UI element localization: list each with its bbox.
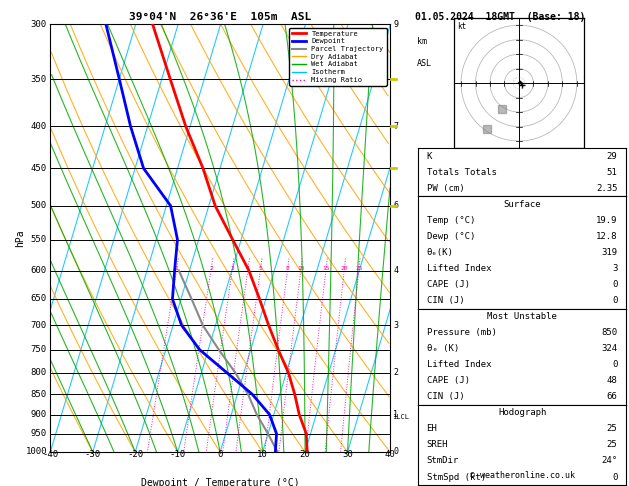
Text: 25: 25 [355, 265, 362, 271]
Text: 1LCL: 1LCL [392, 414, 409, 419]
Text: Dewpoint / Temperature (°C): Dewpoint / Temperature (°C) [141, 478, 299, 486]
Text: -10: -10 [170, 450, 186, 459]
Text: SREH: SREH [426, 440, 448, 450]
Text: CIN (J): CIN (J) [426, 392, 464, 401]
Text: 9: 9 [393, 20, 398, 29]
Text: Most Unstable: Most Unstable [487, 312, 557, 321]
Text: 0: 0 [612, 280, 618, 289]
Text: 500: 500 [31, 201, 47, 210]
Text: -20: -20 [127, 450, 143, 459]
Text: Totals Totals: Totals Totals [426, 168, 496, 177]
Text: Dewp (°C): Dewp (°C) [426, 232, 475, 241]
Text: 319: 319 [601, 248, 618, 257]
Text: 400: 400 [31, 122, 47, 131]
Text: CAPE (J): CAPE (J) [426, 376, 470, 385]
Text: 324: 324 [601, 344, 618, 353]
Text: 0: 0 [218, 450, 223, 459]
Legend: Temperature, Dewpoint, Parcel Trajectory, Dry Adiabat, Wet Adiabat, Isotherm, Mi: Temperature, Dewpoint, Parcel Trajectory… [289, 28, 386, 86]
Text: 1: 1 [175, 265, 179, 271]
Text: CIN (J): CIN (J) [426, 296, 464, 305]
Text: 8: 8 [286, 265, 289, 271]
Text: 5: 5 [259, 265, 262, 271]
Text: 01.05.2024  18GMT  (Base: 18): 01.05.2024 18GMT (Base: 18) [415, 12, 586, 22]
Text: Temp (°C): Temp (°C) [426, 216, 475, 225]
Text: CAPE (J): CAPE (J) [426, 280, 470, 289]
Text: 850: 850 [601, 328, 618, 337]
Text: 66: 66 [607, 392, 618, 401]
Title: 39°04'N  26°36'E  105m  ASL: 39°04'N 26°36'E 105m ASL [129, 12, 311, 22]
Text: 2: 2 [393, 368, 398, 377]
Text: 4: 4 [246, 265, 250, 271]
Text: 0: 0 [393, 448, 398, 456]
Text: Lifted Index: Lifted Index [426, 264, 491, 273]
Text: 800: 800 [31, 368, 47, 377]
Text: 2.35: 2.35 [596, 184, 618, 193]
Text: kt: kt [457, 22, 466, 31]
Text: 19.9: 19.9 [596, 216, 618, 225]
Text: 700: 700 [31, 321, 47, 330]
Text: 2: 2 [209, 265, 213, 271]
Text: 450: 450 [31, 164, 47, 173]
Text: PW (cm): PW (cm) [426, 184, 464, 193]
Text: 850: 850 [31, 390, 47, 399]
Text: 24°: 24° [601, 456, 618, 466]
Text: 350: 350 [31, 74, 47, 84]
Text: θₑ(K): θₑ(K) [426, 248, 454, 257]
Text: 20: 20 [340, 265, 348, 271]
Text: Surface: Surface [503, 200, 541, 209]
Text: 20: 20 [299, 450, 311, 459]
Text: 7: 7 [393, 122, 398, 131]
Text: 1: 1 [393, 410, 398, 419]
Text: 0: 0 [612, 296, 618, 305]
Text: StmSpd (kt): StmSpd (kt) [426, 472, 486, 482]
Text: 1000: 1000 [25, 448, 47, 456]
Text: ASL: ASL [417, 58, 432, 68]
Text: 0: 0 [612, 472, 618, 482]
Text: 300: 300 [31, 20, 47, 29]
Text: 950: 950 [31, 429, 47, 438]
Text: 30: 30 [342, 450, 353, 459]
Text: -30: -30 [85, 450, 101, 459]
Text: 10: 10 [257, 450, 268, 459]
Text: 51: 51 [607, 168, 618, 177]
Text: 40: 40 [384, 450, 396, 459]
Text: © weatheronline.co.uk: © weatheronline.co.uk [470, 471, 574, 480]
Text: 12.8: 12.8 [596, 232, 618, 241]
Text: 0: 0 [612, 360, 618, 369]
Text: hPa: hPa [14, 229, 25, 247]
Text: Pressure (mb): Pressure (mb) [426, 328, 496, 337]
Text: StmDir: StmDir [426, 456, 459, 466]
Text: km: km [417, 37, 427, 46]
Text: Hodograph: Hodograph [498, 408, 546, 417]
Text: 48: 48 [607, 376, 618, 385]
Text: θₑ (K): θₑ (K) [426, 344, 459, 353]
Text: Lifted Index: Lifted Index [426, 360, 491, 369]
Text: 3: 3 [230, 265, 234, 271]
Text: 4: 4 [393, 266, 398, 275]
Text: EH: EH [426, 424, 437, 434]
Text: 750: 750 [31, 345, 47, 354]
Text: Mixing Ratio (g/kg): Mixing Ratio (g/kg) [450, 194, 459, 282]
Text: 3: 3 [393, 321, 398, 330]
Text: 25: 25 [607, 424, 618, 434]
Text: 15: 15 [322, 265, 330, 271]
Text: 3: 3 [612, 264, 618, 273]
Text: 650: 650 [31, 295, 47, 303]
Text: 600: 600 [31, 266, 47, 275]
Text: K: K [426, 152, 432, 161]
Text: 900: 900 [31, 410, 47, 419]
Text: 6: 6 [393, 201, 398, 210]
Text: 550: 550 [31, 235, 47, 244]
Text: 25: 25 [607, 440, 618, 450]
Text: 29: 29 [607, 152, 618, 161]
Text: 10: 10 [297, 265, 304, 271]
Text: -40: -40 [42, 450, 58, 459]
